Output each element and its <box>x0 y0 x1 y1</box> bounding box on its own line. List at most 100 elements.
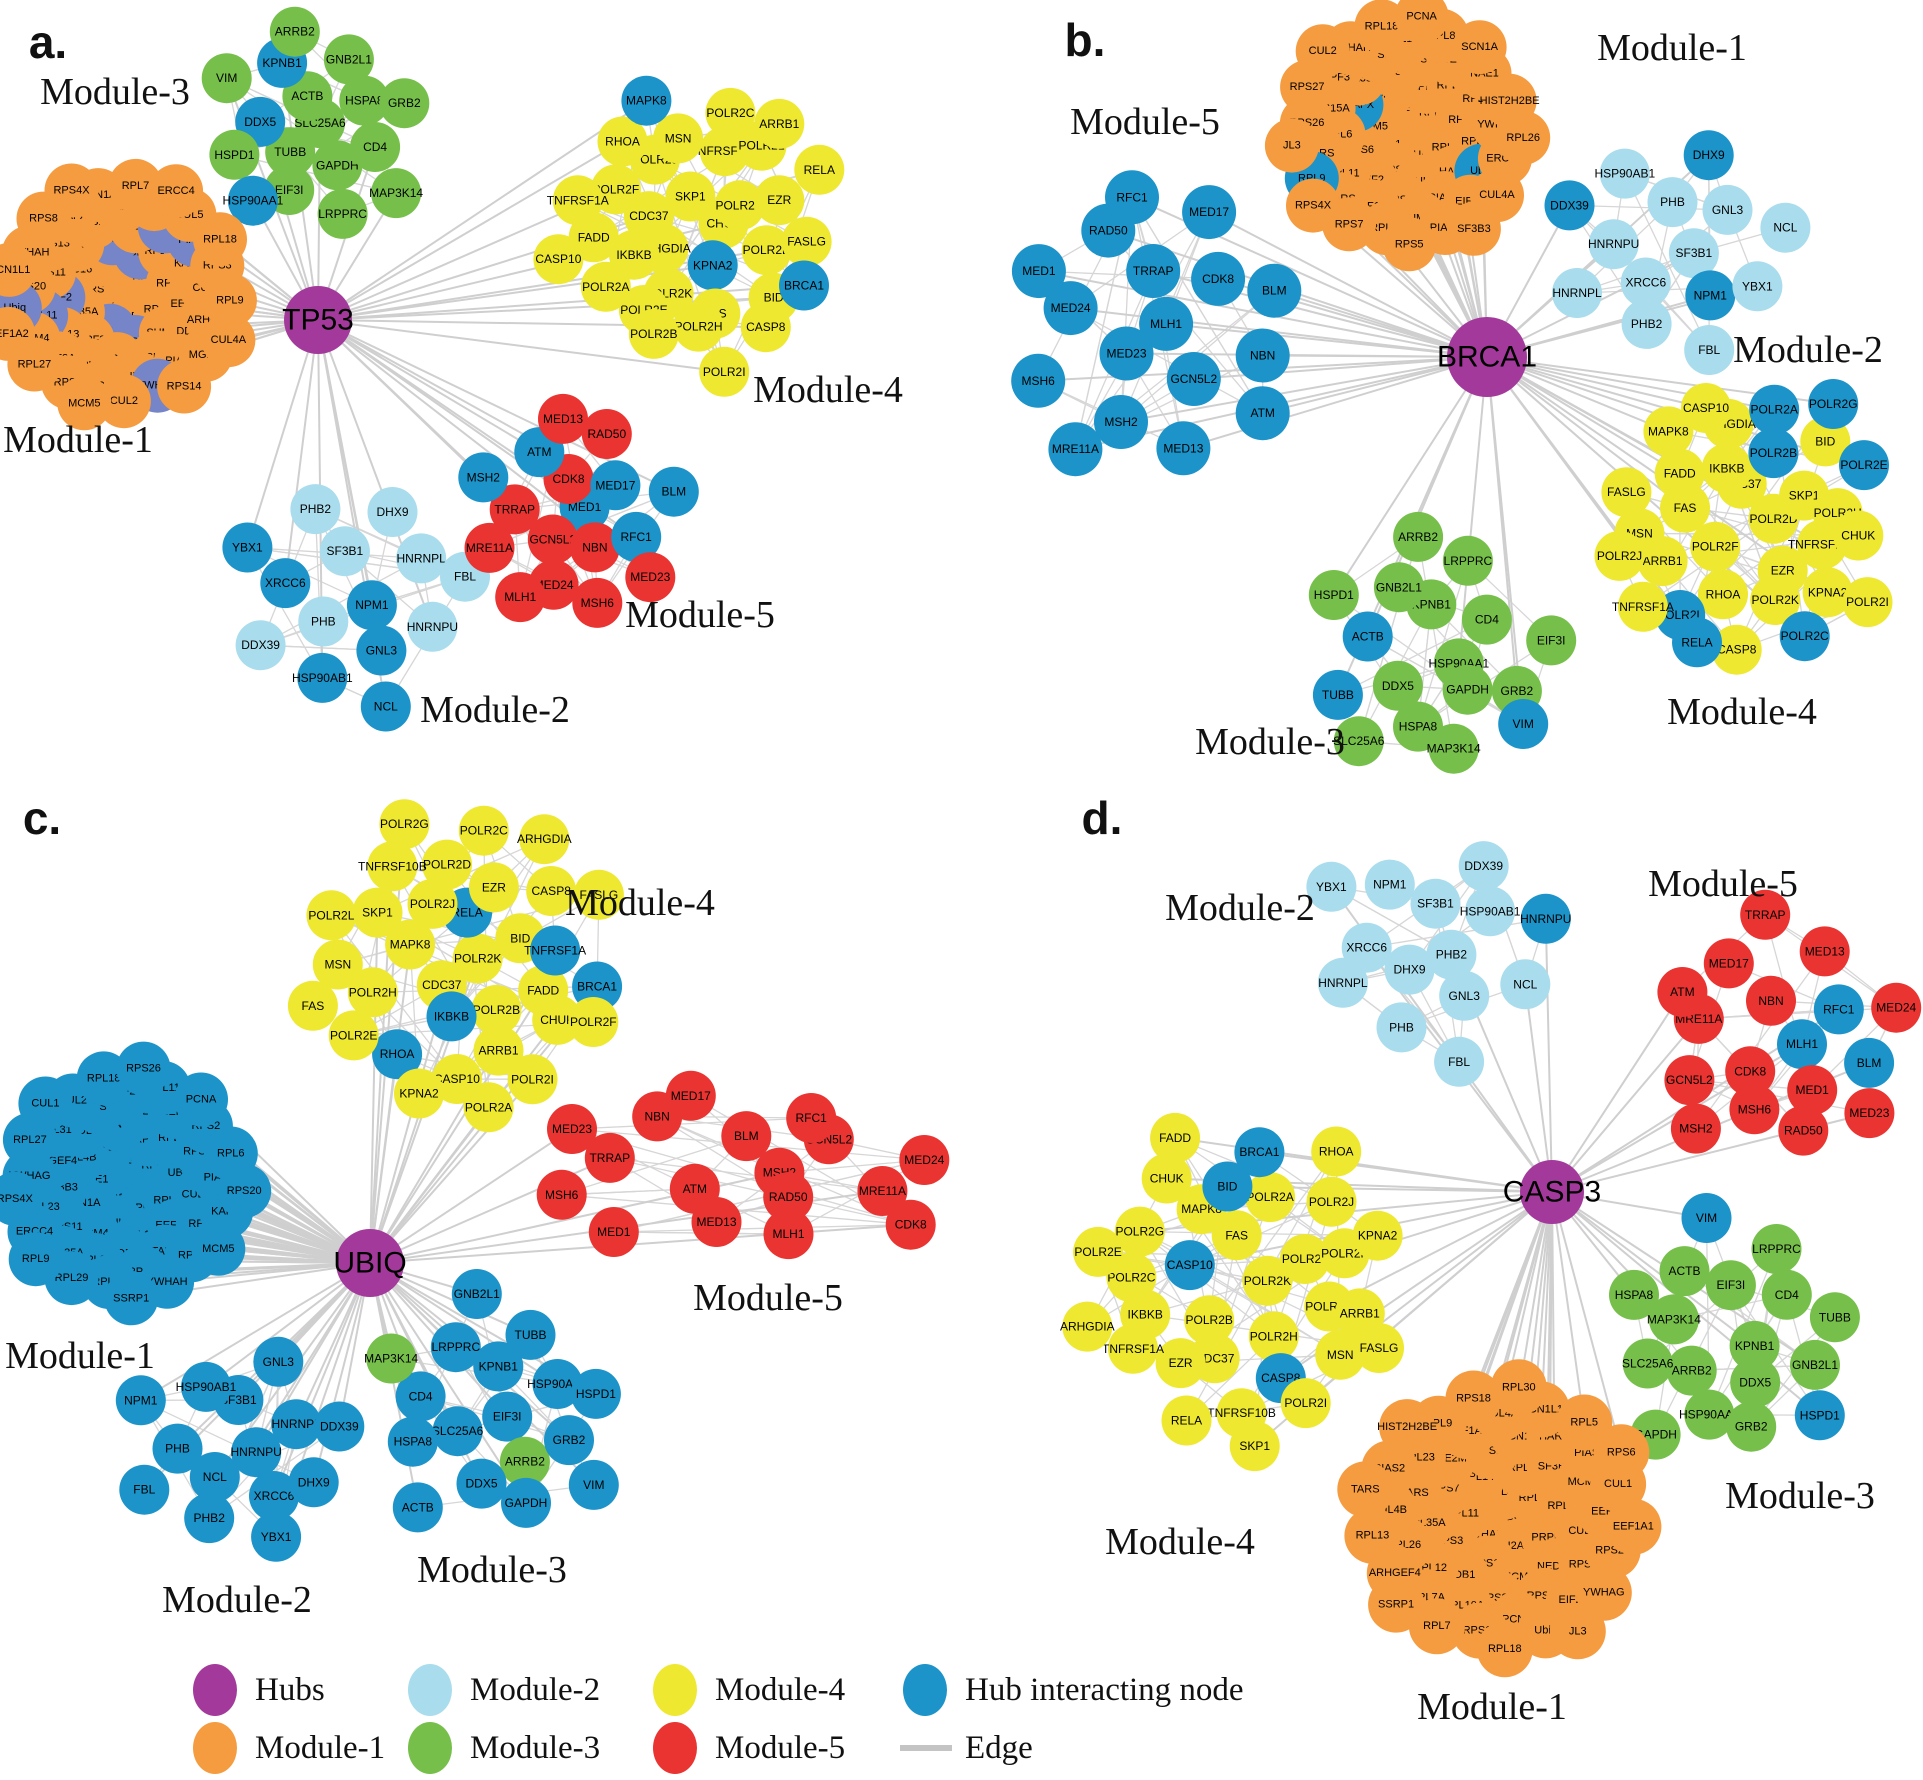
node-ARRB1: ARRB1 <box>754 99 804 149</box>
node-POLR2I: POLR2I <box>1843 577 1893 627</box>
svg-text:IKBKB: IKBKB <box>616 248 651 262</box>
svg-text:PCNA: PCNA <box>186 1094 217 1106</box>
node-ACTB: ACTB <box>1343 612 1393 662</box>
node-FAS: FAS <box>288 981 338 1031</box>
svg-text:VIM: VIM <box>216 71 237 85</box>
svg-text:ARRB1: ARRB1 <box>478 1044 518 1058</box>
node-MED24: MED24 <box>1871 983 1921 1033</box>
svg-text:POLR2A: POLR2A <box>1246 1190 1293 1204</box>
svg-text:MAP3K14: MAP3K14 <box>364 1352 418 1366</box>
node-ATM: ATM <box>1657 967 1707 1017</box>
svg-text:TNFRSF10B: TNFRSF10B <box>1207 1406 1276 1420</box>
svg-text:MED17: MED17 <box>1189 205 1229 219</box>
node-POLR2B: POLR2B <box>629 309 679 359</box>
svg-text:PHB2: PHB2 <box>300 502 332 516</box>
node-FASLG: FASLG <box>782 217 832 267</box>
node-XRCC6: XRCC6 <box>260 558 310 608</box>
svg-text:GAPDH: GAPDH <box>505 1496 548 1510</box>
node-TRRAP: TRRAP <box>1126 244 1180 298</box>
svg-text:BLM: BLM <box>1262 284 1287 298</box>
legend-label: Module-4 <box>715 1672 845 1708</box>
svg-text:RFC1: RFC1 <box>1823 1002 1855 1016</box>
svg-text:FAS: FAS <box>1674 501 1697 515</box>
node-POLR2J: POLR2J <box>1595 531 1645 581</box>
node-YBX1: YBX1 <box>1732 261 1782 311</box>
node-SLC25A6: SLC25A6 <box>1622 1339 1674 1389</box>
svg-text:NPM1: NPM1 <box>124 1393 158 1407</box>
node-MED24: MED24 <box>899 1135 949 1185</box>
node-POLR2B: POLR2B <box>1748 428 1798 478</box>
svg-text:KPNB1: KPNB1 <box>479 1359 519 1373</box>
node-HSPD1: HSPD1 <box>1795 1390 1845 1440</box>
svg-text:GNB2L1: GNB2L1 <box>1376 580 1422 594</box>
svg-text:RPL30: RPL30 <box>1502 1381 1536 1393</box>
svg-text:RPL18: RPL18 <box>203 233 237 245</box>
svg-text:DDX39: DDX39 <box>241 638 280 652</box>
svg-text:FADD: FADD <box>1159 1131 1191 1145</box>
node-TUBB: TUBB <box>1313 670 1363 720</box>
svg-text:ATM: ATM <box>683 1182 707 1196</box>
node-MED13: MED13 <box>692 1197 742 1247</box>
svg-text:POLR2E: POLR2E <box>330 1028 377 1042</box>
svg-text:KPNB1: KPNB1 <box>262 56 302 70</box>
node-ACTB: ACTB <box>1660 1246 1710 1296</box>
svg-text:CDC37: CDC37 <box>629 209 669 223</box>
svg-text:RPS5: RPS5 <box>1395 238 1424 250</box>
svg-text:MED1: MED1 <box>1796 1083 1830 1097</box>
node-HSPD1: HSPD1 <box>571 1369 621 1419</box>
svg-text:HSP90AA1: HSP90AA1 <box>223 194 284 208</box>
svg-text:HSPD1: HSPD1 <box>214 148 254 162</box>
node-MSH6: MSH6 <box>572 578 622 628</box>
panel-d-module-5-label: Module-5 <box>1648 863 1798 905</box>
node-LRPPRC: LRPPRC <box>431 1322 481 1372</box>
panel-c-module-4-label: Module-4 <box>565 882 715 924</box>
svg-text:ATM: ATM <box>1670 985 1694 999</box>
svg-text:PCNA: PCNA <box>1406 11 1437 23</box>
svg-text:XRCC6: XRCC6 <box>1625 276 1666 290</box>
svg-text:FASLG: FASLG <box>1607 485 1646 499</box>
svg-text:HSPD1: HSPD1 <box>1314 588 1354 602</box>
node-GCN5L2: GCN5L2 <box>1664 1055 1714 1105</box>
node-POLR2I: POLR2I <box>508 1054 558 1104</box>
hub-edge <box>1552 1019 1699 1192</box>
panel-a-module-4-label: Module-4 <box>753 369 903 411</box>
node-ACTB: ACTB <box>393 1482 443 1532</box>
svg-text:HIST2H2BE: HIST2H2BE <box>1480 95 1540 107</box>
legend-label: Module-3 <box>470 1730 600 1766</box>
svg-text:RPL27: RPL27 <box>18 359 52 371</box>
svg-text:POLR2B: POLR2B <box>1186 1313 1233 1327</box>
svg-text:CDK8: CDK8 <box>895 1218 927 1232</box>
svg-text:GCN5L2: GCN5L2 <box>1170 372 1217 386</box>
svg-text:HSPD1: HSPD1 <box>576 1387 616 1401</box>
node-JL3: JL3 <box>1550 1603 1606 1659</box>
svg-text:RHOA: RHOA <box>1319 1145 1354 1159</box>
node-DHX9: DHX9 <box>289 1457 339 1507</box>
node-HNRNPU: HNRNPU <box>1520 894 1571 944</box>
svg-text:KPNA2: KPNA2 <box>1808 585 1848 599</box>
svg-text:POLR2I: POLR2I <box>1284 1396 1327 1410</box>
node-GNB2L1: GNB2L1 <box>324 34 374 84</box>
svg-text:GAPDH: GAPDH <box>1446 683 1489 697</box>
svg-text:SKP1: SKP1 <box>1789 489 1820 503</box>
node-MED13: MED13 <box>1800 926 1850 976</box>
svg-text:TUBB: TUBB <box>1819 1310 1851 1324</box>
svg-text:CASP8: CASP8 <box>1717 643 1757 657</box>
hub-edge <box>318 320 539 452</box>
panel-a-module-1-label: Module-1 <box>3 419 153 461</box>
svg-text:PHB: PHB <box>1389 1020 1414 1034</box>
svg-text:FBL: FBL <box>1698 343 1720 357</box>
svg-text:ARRB2: ARRB2 <box>505 1455 545 1469</box>
svg-text:CDC37: CDC37 <box>422 978 462 992</box>
svg-text:KPNA2: KPNA2 <box>399 1087 439 1101</box>
node-SSRP1: SSRP1 <box>104 1271 158 1325</box>
panel-a: SLC25A6TUBBACTBGAPDHDDX5HSPA8EIF3IKPNB1C… <box>0 7 903 732</box>
node-VIM: VIM <box>1498 699 1548 749</box>
svg-text:CD4: CD4 <box>409 1389 433 1403</box>
node-RPL18: RPL18 <box>1477 1621 1533 1677</box>
svg-text:DDX39: DDX39 <box>1464 859 1503 873</box>
node-BRCA1: BRCA1 <box>779 261 829 311</box>
node-CUL2: CUL2 <box>1296 24 1350 78</box>
svg-text:MSN: MSN <box>324 958 351 972</box>
svg-text:LRPPRC: LRPPRC <box>431 1340 480 1354</box>
svg-text:BRCA1: BRCA1 <box>784 279 824 293</box>
